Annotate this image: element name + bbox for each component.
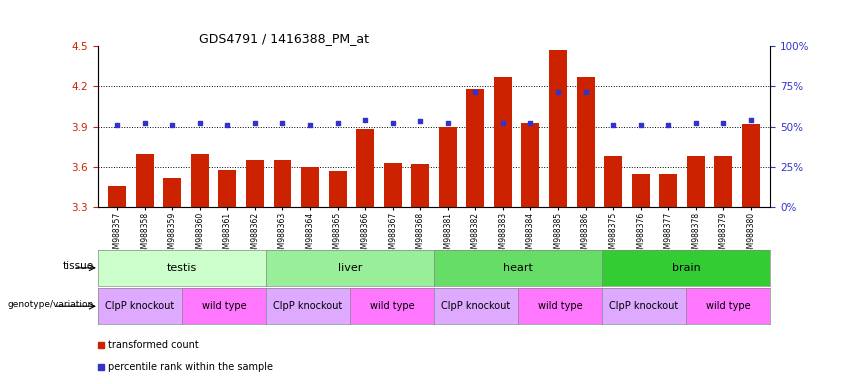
Bar (631, 174, 649, 207)
Point (414, 118, 427, 124)
Text: brain: brain (671, 263, 700, 273)
Point (276, 120, 289, 126)
Point (138, 120, 151, 126)
Bar (191, 154, 208, 207)
Point (248, 120, 262, 126)
Bar (439, 127, 457, 207)
Point (220, 122, 234, 128)
Text: wild type: wild type (705, 301, 751, 311)
Text: wild type: wild type (538, 301, 582, 311)
Text: genotype/variation: genotype/variation (8, 300, 94, 309)
Bar (714, 156, 732, 207)
Text: GDS4791 / 1416388_PM_at: GDS4791 / 1416388_PM_at (199, 32, 368, 45)
Point (331, 120, 345, 126)
Point (111, 122, 124, 128)
Bar (687, 156, 705, 207)
Bar (219, 170, 237, 207)
Bar (301, 167, 319, 207)
Text: ClpP knockout: ClpP knockout (106, 301, 174, 311)
Text: heart: heart (503, 263, 533, 273)
Text: wild type: wild type (369, 301, 414, 311)
Bar (163, 178, 181, 207)
Point (717, 120, 730, 126)
Bar (411, 164, 429, 207)
Text: testis: testis (167, 263, 197, 273)
Point (523, 120, 537, 126)
Bar (494, 77, 511, 207)
Point (579, 89, 592, 95)
Bar (742, 124, 760, 207)
Text: liver: liver (338, 263, 363, 273)
Text: tissue: tissue (63, 261, 94, 271)
Point (358, 117, 372, 123)
Bar (273, 160, 291, 207)
Bar (660, 174, 677, 207)
Bar (328, 171, 346, 207)
Text: wild type: wild type (202, 301, 246, 311)
Point (689, 120, 703, 126)
Point (303, 122, 317, 128)
Bar (604, 156, 622, 207)
Bar (522, 122, 540, 207)
Point (661, 122, 675, 128)
Bar (357, 129, 374, 207)
Bar (384, 163, 402, 207)
Point (634, 122, 648, 128)
Point (165, 122, 179, 128)
Bar (577, 77, 595, 207)
Bar (246, 160, 264, 207)
Bar (549, 50, 567, 207)
Point (551, 89, 565, 95)
Point (744, 117, 757, 123)
Point (441, 120, 454, 126)
Point (496, 120, 510, 126)
Text: ClpP knockout: ClpP knockout (609, 301, 679, 311)
Point (193, 120, 207, 126)
Bar (136, 154, 154, 207)
Point (386, 120, 399, 126)
Text: ClpP knockout: ClpP knockout (273, 301, 343, 311)
Bar (466, 89, 484, 207)
Point (469, 89, 483, 95)
Text: percentile rank within the sample: percentile rank within the sample (108, 362, 273, 372)
Point (606, 122, 620, 128)
Text: ClpP knockout: ClpP knockout (442, 301, 511, 311)
Text: transformed count: transformed count (108, 339, 198, 349)
Bar (108, 186, 126, 207)
